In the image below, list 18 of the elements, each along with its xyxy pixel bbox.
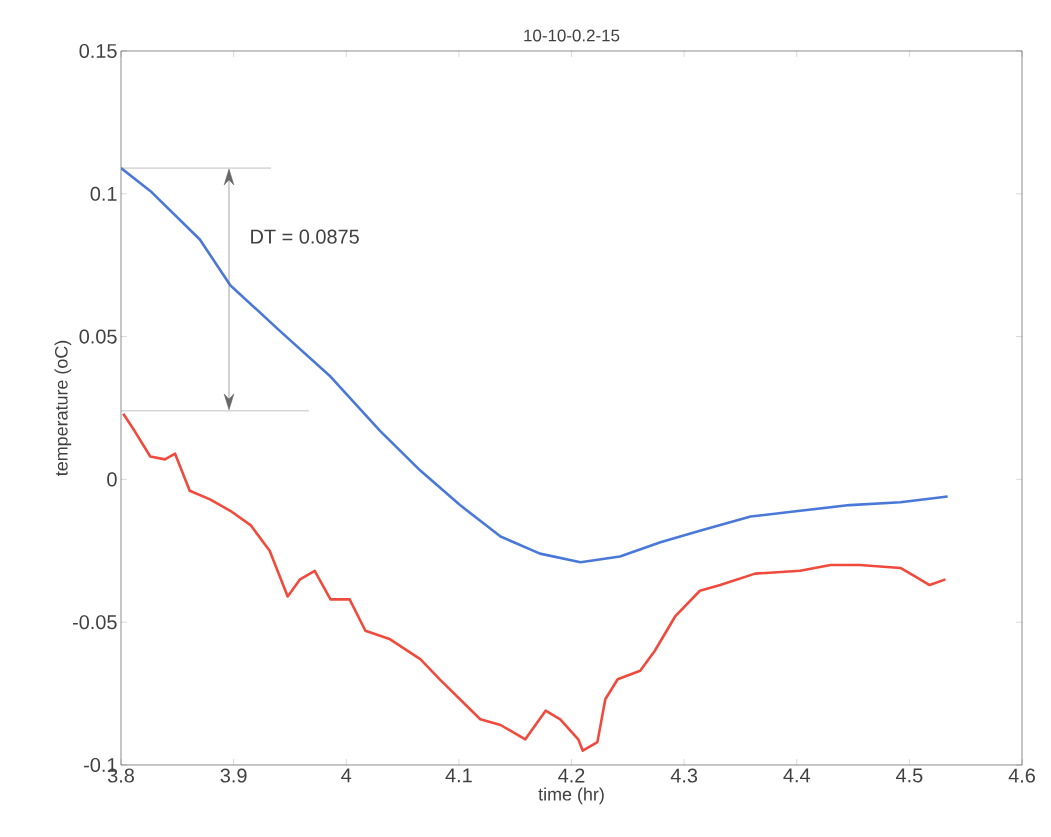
x-axis-title: time (hr) bbox=[538, 787, 604, 805]
x-tick-label: 4.4 bbox=[783, 768, 811, 783]
line-series bbox=[121, 166, 949, 564]
y-axis-title: temperature (oC) bbox=[54, 340, 72, 476]
x-tick-label: 4.3 bbox=[670, 768, 698, 783]
y-tick-label: -0.05 bbox=[72, 615, 117, 630]
y-tick-label: 0 bbox=[107, 472, 117, 487]
x-tick-label: 4 bbox=[341, 768, 352, 783]
x-tick-label: 4.6 bbox=[1008, 768, 1035, 783]
y-tick-label: 0.1 bbox=[90, 186, 117, 201]
y-tick-label: 0.05 bbox=[79, 329, 117, 344]
y-tick-label: 0.15 bbox=[79, 43, 117, 59]
x-tick-label: 4.1 bbox=[445, 768, 472, 783]
x-tick-label: 3.9 bbox=[220, 768, 247, 783]
x-tick-label: 4.2 bbox=[558, 768, 585, 783]
x-tick-label: 4.5 bbox=[895, 768, 923, 783]
annotation: DT = 0.0875 bbox=[251, 229, 359, 244]
chart-title: 10-10-0.2-15 bbox=[524, 29, 620, 42]
